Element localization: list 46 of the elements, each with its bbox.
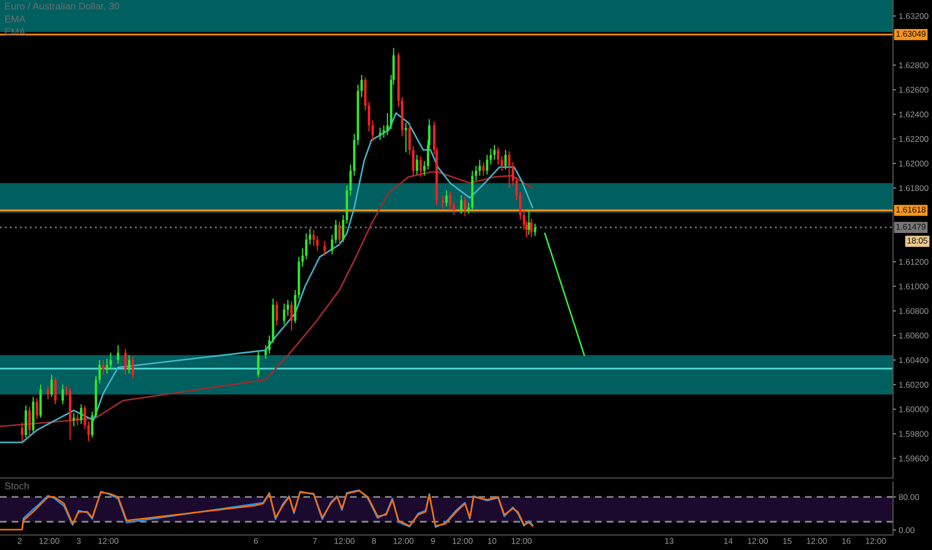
x-tick-label: 7 <box>312 538 317 544</box>
x-tick-label: 12:00 <box>512 538 532 544</box>
x-tick-label: 12:00 <box>39 538 60 544</box>
y-tick-label: 1.62000 <box>899 160 928 167</box>
y-tick-label: 1.60400 <box>899 357 928 364</box>
y-tick-label: 1.61000 <box>899 284 928 290</box>
x-tick-label: 16 <box>842 538 851 544</box>
y-tick-label: 1.59600 <box>899 456 928 462</box>
x-tick-label: 13 <box>665 538 674 544</box>
annotation: EMA <box>5 16 26 22</box>
x-tick-label: 2 <box>18 538 22 544</box>
x-tick-label: 14 <box>724 538 733 544</box>
y-tick-label: 0.00 <box>898 527 914 534</box>
x-tick-label: 8 <box>372 538 376 544</box>
x-tick-label: 12:00 <box>452 538 473 544</box>
x-tick-label: 12:00 <box>98 538 118 544</box>
y-tick-label: 1.62600 <box>899 86 928 93</box>
x-tick-label: 12:00 <box>334 538 355 544</box>
y-tick-label: 1.62400 <box>899 111 928 118</box>
x-tick-label: 9 <box>431 538 435 544</box>
y-tick-label: 1.59800 <box>899 430 928 437</box>
y-tick-label: 1.60200 <box>899 382 928 388</box>
y-tick-label: 1.60600 <box>899 332 928 339</box>
x-tick-label: 12:00 <box>866 538 886 544</box>
x-tick-label: 12:00 <box>748 538 768 544</box>
x-tick-label: 6 <box>254 538 258 544</box>
x-tick-label: 12:00 <box>394 538 414 544</box>
ref-line-label: 1.61618 <box>896 206 926 213</box>
y-tick-label: 1.60800 <box>899 308 928 314</box>
y-tick-label: 80.00 <box>898 494 920 500</box>
annotation: EMA <box>5 28 26 36</box>
text: 18:05 <box>908 238 928 244</box>
ref-line-label: 1.63049 <box>896 30 926 37</box>
chart-title: Stoch <box>4 482 29 490</box>
y-tick-label: 1.61200 <box>899 258 928 265</box>
chart-title: Euro / Australian Dollar, 30 <box>5 2 120 11</box>
y-tick-label: 1.62800 <box>899 62 928 68</box>
x-tick-label: 15 <box>783 538 792 544</box>
y-tick-label: 1.61800 <box>899 185 928 192</box>
x-tick-label: 10 <box>488 538 496 544</box>
y-tick-label: 1.62200 <box>899 136 928 142</box>
y-tick-label: 1.60000 <box>899 406 928 412</box>
y-tick-label: 1.63200 <box>899 13 928 20</box>
ref-line-label: 1.61479 <box>896 224 926 230</box>
x-tick-label: 3 <box>76 538 81 544</box>
x-tick-label: 12:00 <box>806 538 827 544</box>
